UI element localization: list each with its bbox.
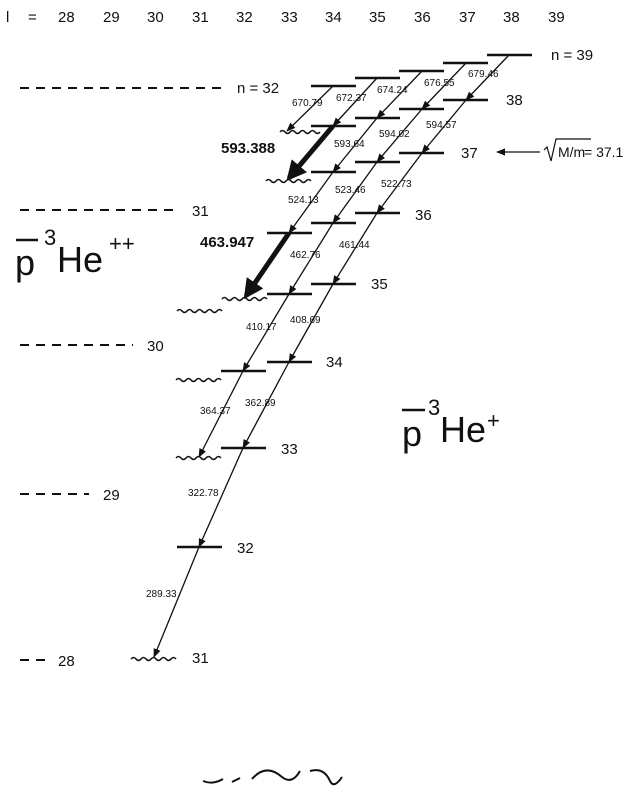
wavelength-label: 522.73: [381, 179, 412, 190]
wavelength-label: 674.24: [377, 85, 408, 96]
wavelength-label-bold: 463.947: [200, 234, 254, 251]
wavelength-label: 322.78: [188, 488, 219, 499]
laser-transition-arrow: [243, 231, 292, 300]
l-value: 31: [192, 9, 209, 26]
transition-arrow: [332, 161, 378, 224]
transition-arrow: [242, 293, 290, 372]
ion-level-label: n = 32: [237, 80, 279, 97]
transition-arrow: [153, 546, 200, 658]
l-value: 39: [548, 9, 565, 26]
helium-symbol: He: [440, 409, 486, 450]
wavelength-label: 289.33: [146, 589, 177, 600]
l-symbol: l: [6, 9, 9, 26]
transition-arrow: [198, 370, 244, 458]
ion-level-label: 31: [192, 203, 209, 220]
state-label: 38: [506, 92, 523, 109]
l-equals: =: [28, 9, 37, 26]
transition-arrow: [332, 212, 378, 285]
isotope-superscript: 3: [428, 395, 440, 420]
wavelength-label: 410.17: [246, 322, 277, 333]
wavy-level: [176, 308, 223, 314]
scan-artifact: [202, 769, 343, 786]
antiproton-symbol: p: [15, 242, 35, 283]
wavy-level: [221, 296, 268, 302]
transition-arrow: [376, 70, 423, 119]
mass-ratio-value: = 37.1: [584, 144, 623, 160]
state-label: 33: [281, 441, 298, 458]
wavelength-label: 594.57: [426, 120, 457, 131]
l-value: 33: [281, 9, 298, 26]
transition-arrow: [465, 54, 510, 101]
wavelength-label: 362.89: [245, 398, 276, 409]
charge-superscript: +: [487, 408, 500, 433]
wavy-level: [265, 178, 312, 184]
l-value: 35: [369, 9, 386, 26]
wavelength-label: 461.44: [339, 240, 370, 251]
l-value: 32: [236, 9, 253, 26]
state-label: 36: [415, 207, 432, 224]
transition-arrow: [288, 222, 334, 295]
transition-arrow: [421, 62, 467, 110]
transition-arrow: [332, 117, 378, 173]
isotope-superscript: 3: [44, 225, 56, 250]
l-value: 37: [459, 9, 476, 26]
short-lived-levels: [130, 129, 321, 662]
wavelength-label: 364.37: [200, 406, 231, 417]
transition-arrows: [153, 54, 510, 658]
mass-ratio-annotation: M/m = 37.1: [496, 138, 623, 162]
wavelength-label: 462.76: [290, 250, 321, 261]
charge-superscript: ++: [109, 231, 135, 256]
wavelength-label: 523.46: [335, 185, 366, 196]
helium-symbol: He: [57, 239, 103, 280]
mass-ratio-arg: M/m: [558, 144, 585, 160]
transition-arrow: [242, 361, 290, 449]
l-value: 34: [325, 9, 342, 26]
wavelength-label: 672.37: [336, 93, 367, 104]
l-value: 38: [503, 9, 520, 26]
state-label: n = 39: [551, 47, 593, 64]
transition-arrow: [421, 99, 467, 154]
l-value: 28: [58, 9, 75, 26]
ion-level-label: 29: [103, 487, 120, 504]
wavy-level: [175, 377, 222, 383]
wavy-level: [279, 129, 321, 135]
angular-momentum-header: l = 28 29 30 31 32 33 34 35 36 37 38 39: [6, 9, 565, 26]
antiproton-symbol: p: [402, 413, 422, 454]
species-ion-label: p 3 He ++: [15, 225, 135, 283]
l-value: 36: [414, 9, 431, 26]
ion-levels: [20, 87, 222, 661]
wavelength-label: 594.02: [379, 129, 410, 140]
species-atom-label: p 3 He +: [402, 395, 500, 454]
wavy-level: [130, 656, 177, 662]
state-label: 34: [326, 354, 343, 371]
wavelength-label: 670.79: [292, 98, 323, 109]
wavelength-label: 408.69: [290, 315, 321, 326]
sqrt-sign: [543, 138, 591, 162]
wavelength-label-bold: 593.388: [221, 140, 275, 157]
wavy-level: [175, 455, 222, 461]
wavelength-label: 679.46: [468, 69, 499, 80]
ion-level-label: 30: [147, 338, 164, 355]
ion-level-label: 28: [58, 653, 75, 670]
transition-arrow: [376, 108, 423, 163]
l-value: 29: [103, 9, 120, 26]
wavelength-label: 593.64: [334, 139, 365, 150]
wavelength-label: 676.55: [424, 78, 455, 89]
state-label: 37: [461, 145, 478, 162]
state-label: 31: [192, 650, 209, 667]
state-label: 35: [371, 276, 388, 293]
transition-arrow: [332, 77, 378, 127]
wavelength-label: 524.13: [288, 195, 319, 206]
transition-arrow: [286, 85, 334, 132]
laser-transition-arrow: [286, 124, 335, 182]
transition-arrow: [288, 171, 334, 234]
l-value: 30: [147, 9, 164, 26]
transition-arrow: [198, 447, 244, 548]
wavelength-labels: 593.388 463.947 670.79 672.37 674.24 676…: [146, 69, 499, 600]
state-label: 32: [237, 540, 254, 557]
laser-transitions: [243, 124, 335, 300]
transition-arrow: [288, 283, 334, 363]
transition-arrow: [376, 152, 423, 214]
